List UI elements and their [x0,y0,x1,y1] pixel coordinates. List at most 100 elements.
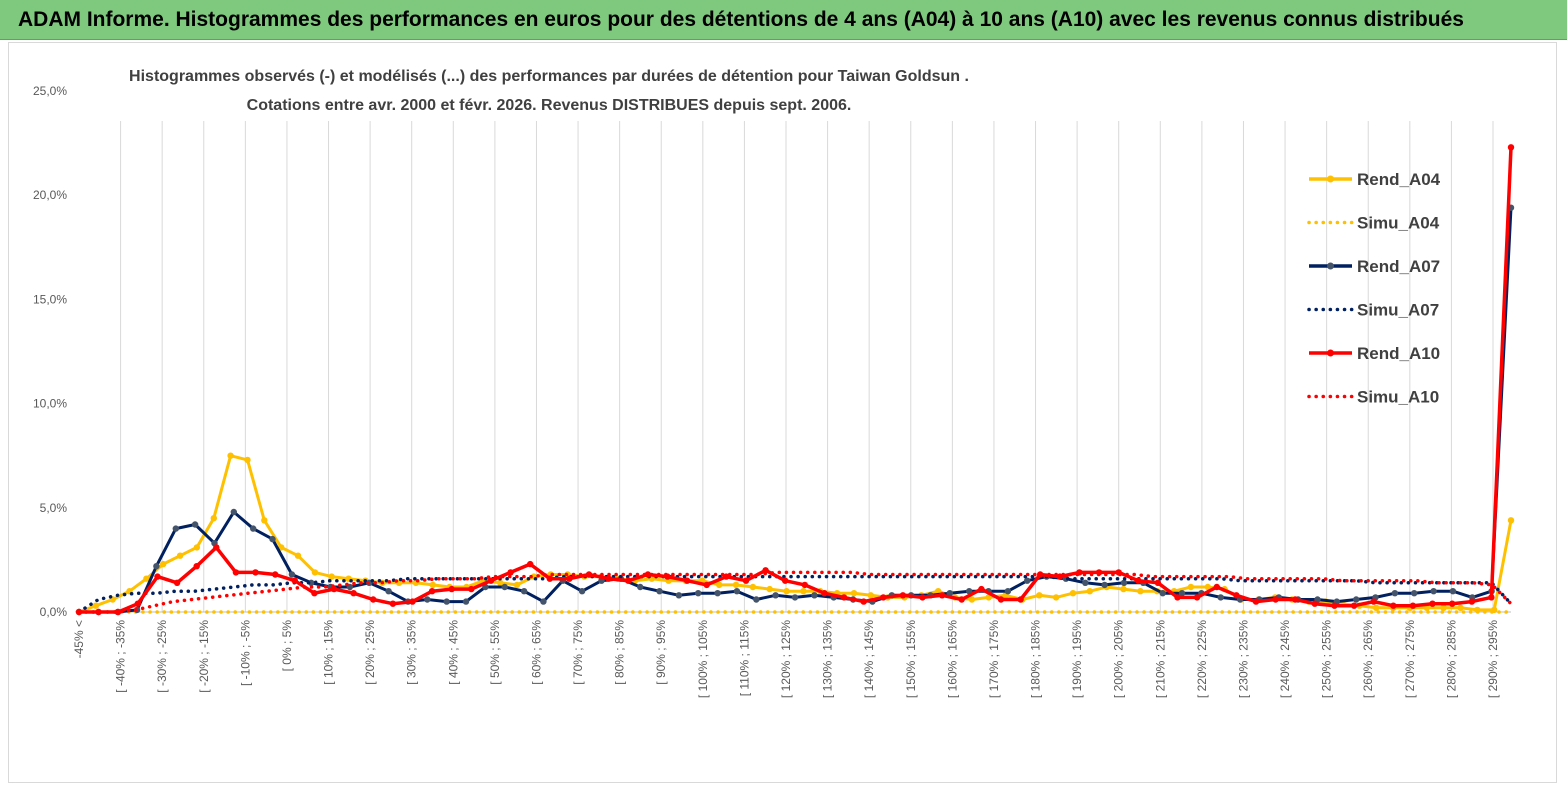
x-tick-label: [ 80% ; 85% [613,620,627,685]
data-point [134,600,141,607]
data-point [1373,604,1380,611]
legend-label: Rend_A04 [1357,170,1441,189]
data-point [880,594,887,601]
data-point [173,579,181,586]
data-point [308,579,315,586]
x-tick-label: [ -40% ; -35% [114,620,128,693]
data-point [143,575,150,582]
grid-lines [120,121,1494,612]
data-point [733,588,741,595]
data-point [92,602,100,609]
x-tick-label: [ 290% ; 295% [1486,620,1500,698]
data-point [1024,577,1031,584]
x-tick-label: [ 100% ; 105% [696,620,710,698]
data-point [716,581,723,589]
data-point [1429,600,1436,607]
series-group [75,144,1515,616]
data-point [250,525,257,532]
data-point [350,590,357,597]
data-point [1311,600,1319,607]
data-point [1017,596,1024,603]
data-point [513,581,521,589]
data-point [772,592,779,599]
data-point [1086,588,1094,595]
x-tick-label: [ 20% ; 25% [363,620,377,685]
data-point [1409,602,1417,609]
series-line [77,570,1513,614]
data-point [1233,592,1240,599]
data-point [1120,579,1128,586]
histogram-chart: -45% < [ -40% ; -35% [ -30% ; -25% [ -20% ;… [33,68,1515,698]
series-line [77,574,1513,614]
data-point [232,569,240,576]
data-point [656,588,663,595]
x-tick-label: [ 90% ; 95% [654,620,668,685]
data-point [766,585,773,593]
data-point [762,567,769,574]
data-point [487,577,495,584]
data-point [328,573,335,580]
x-tick-label: [ 130% ; 135% [821,620,835,698]
data-point [153,563,160,570]
data-point [811,592,818,599]
legend-item: Simu_A10 [1307,388,1439,407]
legend: Rend_A04 Simu_A04 Rend_A07 Simu_A07 Rend_A10… [1307,170,1441,407]
data-point [527,560,534,568]
x-tick-label: [ 280% ; 285% [1444,620,1458,698]
data-point [193,563,200,570]
legend-label: Simu_A07 [1357,301,1439,320]
data-point [1468,598,1476,605]
data-point [272,571,279,578]
data-point [1178,590,1186,597]
data-point [1331,602,1338,609]
data-point [1411,590,1418,597]
legend-marker [1327,349,1334,357]
legend-item: Rend_A10 [1309,344,1440,363]
x-tick-label: [ 190% ; 195% [1070,620,1084,698]
data-point [1069,590,1077,597]
data-point [732,581,740,589]
data-point [958,596,965,603]
data-point [566,575,573,582]
x-tick-label: [ 230% ; 235% [1236,620,1250,698]
data-point [428,588,436,595]
data-point [860,598,867,605]
legend-item: Simu_A07 [1307,301,1439,320]
data-point [695,590,702,597]
data-point [1370,598,1377,605]
chart-subtitle: Cotations entre avr. 2000 et févr. 2026.… [247,97,852,114]
data-point [1449,600,1456,607]
legend-label: Rend_A07 [1357,257,1440,276]
data-point [191,521,199,528]
data-point [370,596,377,603]
data-point [867,592,874,599]
data-point [1430,588,1437,595]
y-tick-label: 20,0% [33,188,67,202]
data-point [1292,596,1299,603]
x-tick-label: [ 40% ; 45% [446,620,460,685]
legend-marker [1327,262,1334,270]
legend-marker [1327,175,1334,183]
data-point [714,590,721,597]
data-point [946,590,953,597]
data-point [291,577,298,584]
x-tick-label: [ 180% ; 185% [1029,620,1043,698]
y-tick-label: 10,0% [33,397,67,411]
data-point [605,575,612,582]
x-tick-label: [ 210% ; 215% [1153,620,1167,698]
banner-title: ADAM Informe. Histogrammes des performan… [18,8,1464,31]
series-line [79,147,1513,614]
data-point [1507,517,1515,524]
legend-label: Rend_A10 [1357,344,1440,363]
data-point [261,517,268,524]
data-point [193,544,201,551]
x-tick-label: [ -10% ; -5% [238,620,252,686]
data-point [115,608,122,616]
legend-label: Simu_A04 [1357,214,1440,233]
y-tick-label: 15,0% [33,292,67,306]
data-point [840,594,848,601]
data-point [1082,579,1089,586]
data-point [742,577,750,584]
chart-frame: -45% < [ -40% ; -35% [ -30% ; -25% [ -20% ;… [8,42,1557,783]
data-point [1217,594,1224,601]
